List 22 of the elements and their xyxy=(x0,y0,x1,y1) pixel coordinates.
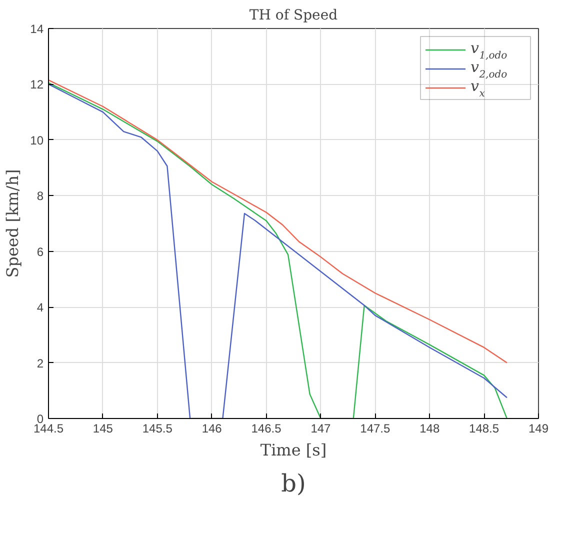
x-tick-label: 149 xyxy=(528,422,549,436)
chart-title: TH of Speed xyxy=(249,8,338,24)
x-tick-label: 144.5 xyxy=(33,422,64,436)
y-tick-label: 14 xyxy=(30,22,44,36)
x-tick-label: 147 xyxy=(310,422,332,436)
y-tick-label: 6 xyxy=(36,244,44,259)
x-tick-label: 147.5 xyxy=(360,422,391,436)
x-tick-label: 148 xyxy=(420,422,440,436)
x-tick-label: 145.5 xyxy=(142,422,173,436)
y-tick-label: 8 xyxy=(36,189,44,204)
y-tick-label: 2 xyxy=(36,356,44,370)
x-tick-label: 148.5 xyxy=(469,422,500,436)
x-tick-label: 146.5 xyxy=(251,422,282,436)
y-tick-label: 10 xyxy=(30,133,44,148)
y-tick-label: 12 xyxy=(30,78,44,92)
x-tick-label: 146 xyxy=(202,422,222,436)
text: b) xyxy=(281,470,306,498)
x-axis-title: Time [s] xyxy=(260,440,327,460)
y-axis-title: Speed [km/h] xyxy=(3,169,22,278)
x-tick-label: 145 xyxy=(92,422,114,436)
line-series xyxy=(48,79,508,364)
y-tick-label: 4 xyxy=(36,300,44,315)
